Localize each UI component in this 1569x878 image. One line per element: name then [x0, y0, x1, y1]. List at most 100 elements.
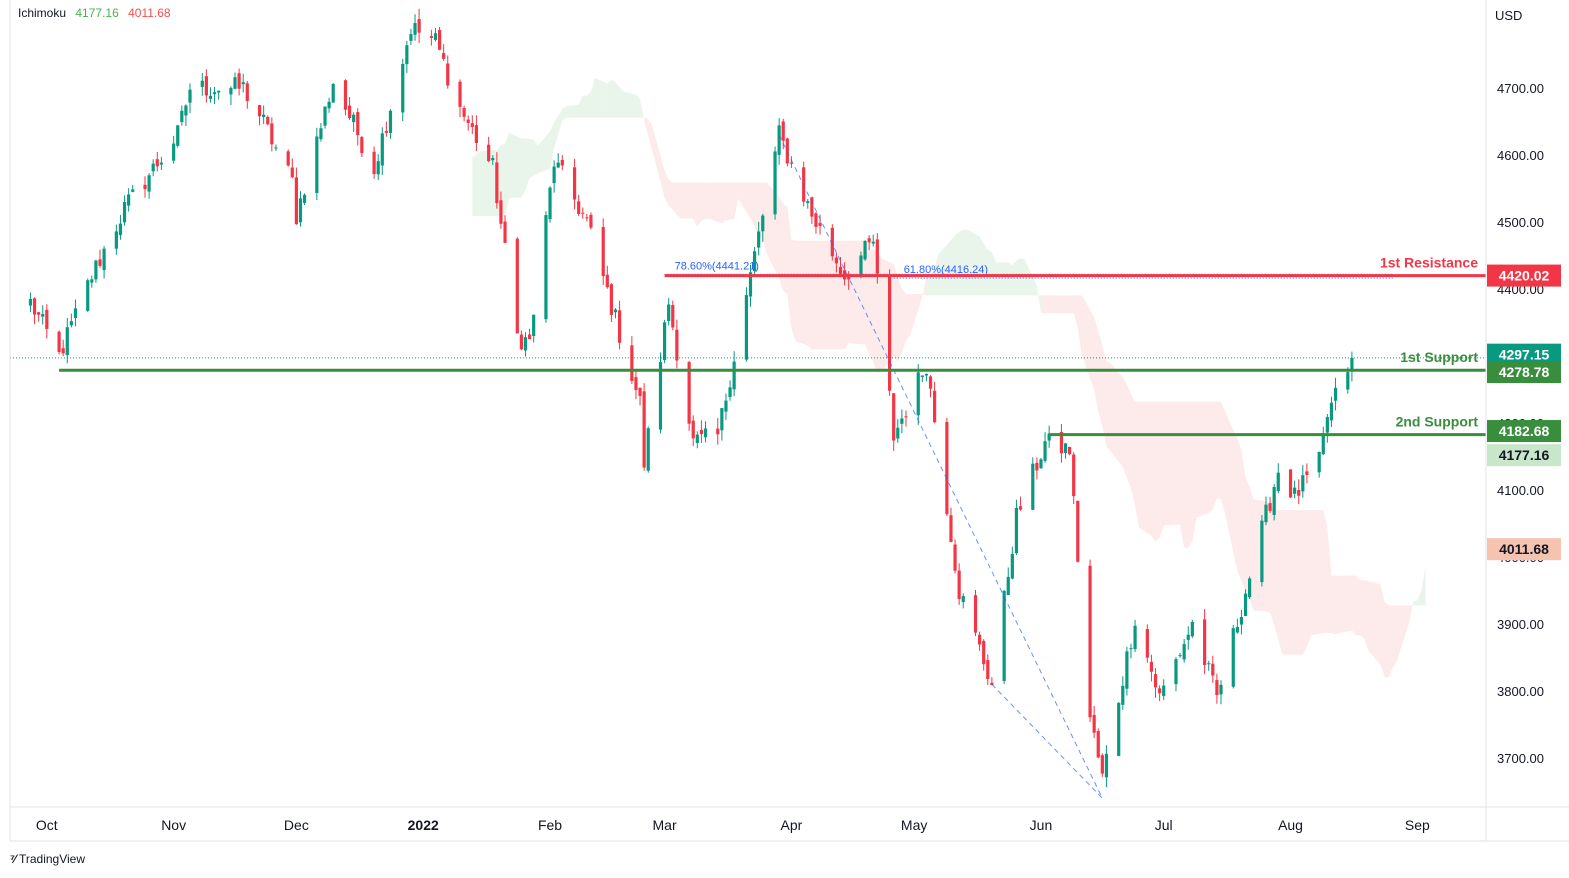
candle	[352, 112, 356, 132]
candle-body	[1305, 471, 1309, 475]
candle	[118, 214, 123, 240]
candle-body	[1321, 433, 1325, 455]
candle	[830, 224, 834, 261]
candle-body	[28, 298, 33, 306]
candle	[217, 90, 221, 100]
candle-body	[838, 266, 843, 274]
ichimoku-cloud	[472, 77, 1426, 678]
candle	[446, 55, 450, 89]
cloud-segment-bearish	[1237, 439, 1242, 582]
candle-body	[560, 159, 564, 166]
candle-body	[585, 217, 589, 219]
y-tick-label: 4100.00	[1497, 483, 1544, 498]
candle-body	[143, 184, 147, 190]
candle	[859, 251, 863, 279]
cloud-segment-bearish	[1323, 510, 1328, 634]
candle	[1068, 446, 1072, 456]
candle-body	[523, 337, 528, 351]
candle-body	[1231, 628, 1235, 687]
candle	[928, 375, 933, 398]
candle-body	[728, 387, 732, 397]
cloud-segment-bearish	[1126, 384, 1131, 490]
candle	[1186, 626, 1190, 650]
candle	[188, 83, 192, 114]
cloud-segment-bearish	[910, 293, 923, 336]
cloud-segment-bullish	[950, 235, 956, 296]
candle-body	[720, 408, 724, 431]
cloud-segment-bearish	[1282, 510, 1295, 655]
cloud-segment-bearish	[676, 182, 681, 219]
candle	[548, 186, 552, 223]
candle	[1059, 423, 1064, 463]
candle	[86, 278, 90, 312]
cloud-segment-bearish	[680, 182, 694, 219]
x-tick-label: Apr	[781, 817, 803, 833]
candle-body	[810, 197, 814, 217]
candle	[982, 639, 986, 671]
candle-body	[1215, 680, 1219, 696]
price-tag-bg	[1487, 361, 1561, 384]
cloud-segment-bearish	[1049, 295, 1054, 314]
candle	[229, 86, 233, 106]
cloud-segment-bearish	[1188, 401, 1193, 549]
candle	[716, 417, 720, 445]
candle-body	[1092, 715, 1096, 733]
y-tick-label: 3700.00	[1497, 751, 1544, 766]
candle-body	[1317, 452, 1321, 473]
candle	[61, 339, 65, 357]
candle	[605, 265, 609, 289]
candle	[347, 96, 352, 121]
cloud-segment-bearish	[791, 239, 796, 342]
candle	[662, 319, 667, 364]
candle	[266, 115, 270, 126]
candle-body	[86, 280, 90, 311]
candle-body	[1288, 469, 1293, 498]
candle-body	[961, 596, 965, 603]
candle	[380, 127, 384, 175]
candle	[437, 27, 442, 51]
candle-body	[302, 194, 307, 203]
candle	[945, 417, 949, 517]
candle-body	[1068, 446, 1072, 455]
cloud-segment-bearish	[1306, 510, 1311, 647]
cloud-segment-bearish	[844, 240, 849, 350]
candle	[896, 419, 900, 443]
candle-body	[581, 212, 585, 214]
candle	[687, 360, 691, 431]
cloud-segment-bearish	[1040, 295, 1046, 314]
x-tick-label: May	[901, 817, 927, 833]
cloud-segment-bearish	[779, 196, 784, 291]
candle-body	[761, 215, 765, 232]
candle-body	[1088, 565, 1092, 718]
candle	[638, 387, 642, 406]
cloud-segment-bearish	[901, 289, 906, 353]
indicator-value-a: 4177.16	[75, 6, 119, 20]
candle-body	[806, 201, 810, 204]
candle	[384, 121, 388, 137]
candle	[1207, 660, 1211, 671]
candle-body	[343, 80, 348, 110]
candle-body	[871, 241, 875, 244]
candle	[262, 105, 266, 125]
tradingview-branding[interactable]: ⁷⁄ TradingView	[10, 852, 85, 866]
candle	[1174, 657, 1178, 692]
cloud-segment-bearish	[648, 118, 653, 151]
candle	[319, 123, 323, 142]
candle	[1215, 673, 1219, 704]
candle-body	[986, 660, 990, 679]
indicator-legend[interactable]: Ichimoku 4177.16 4011.68	[18, 6, 177, 20]
cloud-segment-bearish	[1384, 602, 1389, 678]
cloud-segment-bearish	[1155, 401, 1160, 542]
candle	[274, 144, 278, 152]
candle-body	[744, 295, 749, 360]
cloud-segment-bearish	[762, 182, 767, 254]
candle	[94, 259, 98, 283]
candle	[212, 86, 217, 104]
candle	[577, 194, 581, 216]
candle	[1333, 377, 1338, 411]
price-tag: 4278.78	[1499, 364, 1550, 380]
candle-body	[57, 331, 61, 353]
cloud-segment-bearish	[807, 240, 812, 350]
candle	[1035, 457, 1039, 480]
